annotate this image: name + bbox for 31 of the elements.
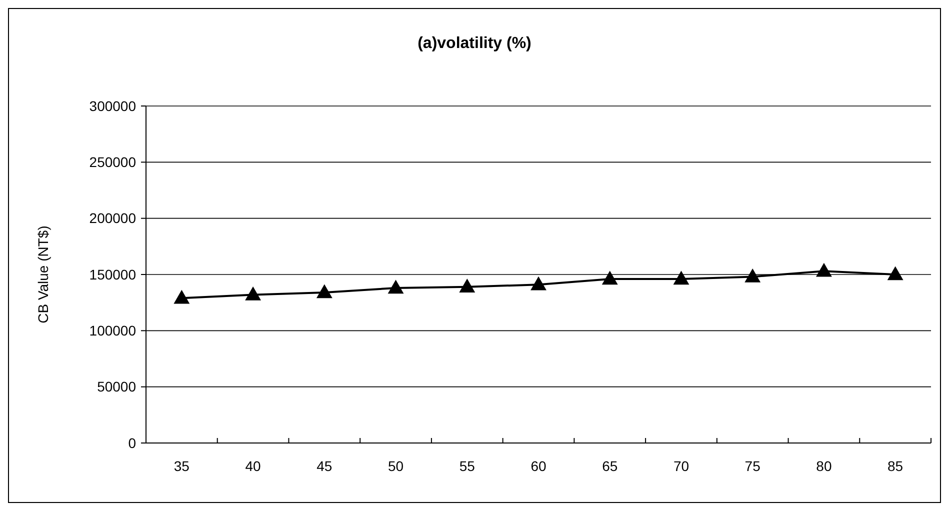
point [174, 290, 190, 304]
point [388, 280, 404, 294]
point [744, 268, 761, 282]
point [816, 262, 832, 277]
x-tick-label: 75 [744, 458, 761, 474]
y-tick-label: 250000 [89, 154, 136, 170]
point [887, 266, 904, 280]
x-tick-label: 60 [530, 458, 546, 474]
y-tick-label: 0 [128, 434, 136, 451]
point [245, 286, 262, 300]
x-tick-label: 50 [388, 458, 404, 474]
x-tick-label: 80 [816, 458, 832, 474]
y-axis-title: CB Value (NT$) [35, 226, 51, 324]
x-tick-label: 40 [245, 458, 262, 474]
x-tick-label: 45 [316, 458, 332, 474]
x-tick-label: 85 [888, 458, 904, 474]
y-tick-label: 50000 [97, 378, 136, 395]
chart-title: (a)volatility (%) [418, 35, 532, 52]
x-tick-label: 65 [602, 458, 618, 474]
point [459, 278, 476, 292]
y-tick-label: 200000 [89, 210, 136, 226]
point [673, 270, 690, 285]
x-tick-label: 35 [174, 458, 190, 474]
y-tick-label: 100000 [89, 322, 136, 339]
y-tick-label: 150000 [89, 266, 136, 282]
point [602, 270, 618, 285]
y-tick-label: 300000 [89, 98, 136, 114]
point [530, 276, 546, 290]
point [316, 284, 332, 298]
x-tick-label: 70 [673, 458, 690, 474]
x-tick-label: 55 [459, 458, 476, 474]
